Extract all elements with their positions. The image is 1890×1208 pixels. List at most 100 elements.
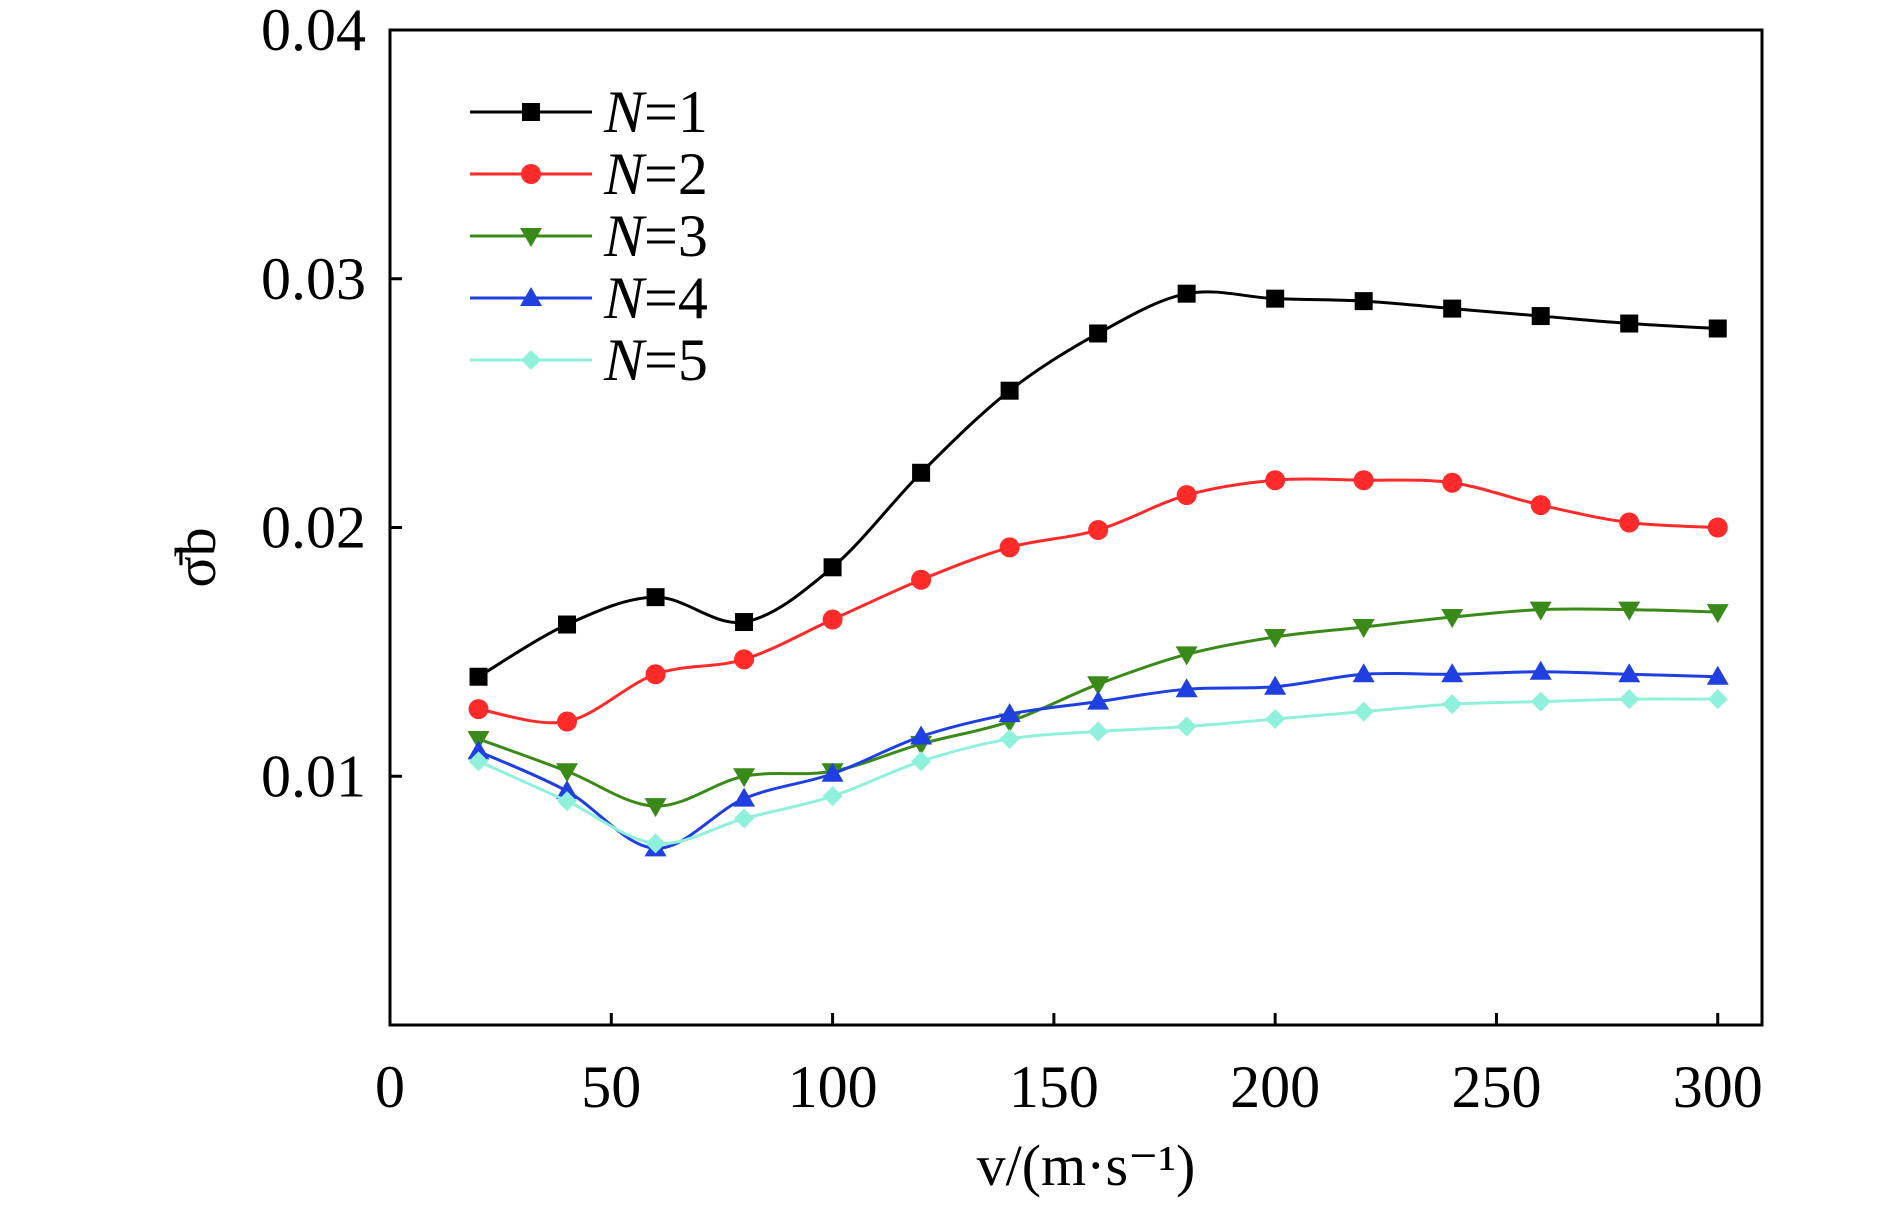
x-axis-title: v/(m·s⁻¹)	[977, 1133, 1196, 1198]
data-point	[1529, 601, 1552, 621]
data-point	[1706, 665, 1729, 685]
legend-item: N=1	[470, 79, 708, 145]
data-point	[556, 763, 579, 783]
data-point	[1442, 472, 1463, 493]
series-line	[477, 290, 1718, 679]
data-point	[1530, 495, 1551, 516]
legend-item: N=4	[470, 265, 708, 331]
legend-label: N=1	[603, 79, 708, 145]
legend-marker	[521, 350, 541, 370]
data-point	[1352, 619, 1375, 638]
legend-item: N=5	[470, 327, 708, 393]
data-point	[1087, 690, 1110, 710]
y-tick-label: 0.04	[261, 0, 366, 63]
data-point	[1442, 694, 1463, 715]
data-point	[1619, 689, 1640, 710]
x-tick-label: 300	[1673, 1054, 1763, 1120]
series-1	[469, 284, 1727, 686]
data-point	[734, 649, 755, 670]
data-point	[1087, 676, 1110, 696]
data-point	[1176, 485, 1197, 506]
data-point	[733, 787, 756, 807]
data-point	[646, 588, 665, 607]
data-point	[1265, 709, 1286, 730]
data-point	[1353, 701, 1374, 722]
x-tick-label: 250	[1451, 1054, 1541, 1120]
data-point	[1175, 678, 1198, 698]
legend-label: N=4	[603, 265, 708, 331]
data-point	[558, 615, 577, 634]
y-tick-label: 0.01	[261, 743, 366, 809]
y-tick-label: 0.02	[261, 495, 366, 561]
legend-marker	[520, 228, 542, 247]
data-point	[1531, 307, 1550, 326]
data-point	[556, 780, 579, 800]
data-point	[1354, 292, 1373, 311]
x-tick-label: 50	[581, 1054, 641, 1120]
data-point	[1353, 470, 1374, 491]
data-point	[999, 537, 1020, 558]
data-point	[1088, 721, 1109, 742]
data-point	[734, 808, 755, 829]
data-point	[1264, 675, 1287, 695]
legend-marker	[521, 164, 541, 184]
data-point	[1529, 660, 1552, 680]
data-point	[1706, 604, 1729, 624]
data-point	[1266, 289, 1285, 308]
data-point	[1618, 663, 1641, 683]
data-point	[1000, 381, 1019, 400]
legend-label: N=2	[603, 141, 708, 207]
x-tick-label: 200	[1230, 1054, 1320, 1120]
data-point	[1177, 284, 1196, 303]
data-point	[469, 667, 488, 686]
axes: 0 50 100 150 200 250 300 0.01 0.02 0.03 0.04 v/(m·s…	[163, 0, 1764, 1198]
data-point	[1088, 519, 1109, 540]
data-point	[1619, 512, 1640, 533]
data-point	[910, 725, 933, 745]
plot-area	[467, 284, 1729, 857]
x-tick-label: 0	[375, 1054, 405, 1120]
x-tick-label: 100	[788, 1054, 878, 1120]
data-point	[735, 613, 754, 632]
series-2	[468, 470, 1728, 732]
series-3	[467, 601, 1729, 818]
data-point	[998, 703, 1021, 723]
data-point	[468, 699, 489, 720]
data-point	[1175, 646, 1198, 666]
series-4	[467, 660, 1729, 857]
data-point	[1441, 609, 1464, 629]
data-point	[1265, 470, 1286, 491]
legend-item: N=3	[470, 203, 708, 269]
series-line	[477, 697, 1718, 846]
legend-marker	[520, 287, 542, 306]
legend-label: N=3	[603, 203, 708, 269]
data-point	[822, 609, 843, 630]
data-point	[645, 664, 666, 685]
data-point	[999, 728, 1020, 749]
data-point	[822, 786, 843, 807]
data-point	[912, 463, 931, 482]
data-point	[911, 569, 932, 590]
legend-item: N=2	[470, 141, 708, 207]
x-tick-label: 150	[1009, 1054, 1099, 1120]
data-point	[1708, 319, 1727, 338]
data-point	[823, 558, 842, 577]
data-point	[1530, 691, 1551, 712]
legend-label: N=5	[603, 327, 708, 393]
legend-marker	[522, 103, 540, 121]
data-point	[644, 798, 667, 818]
data-point	[1264, 628, 1287, 648]
legend: N=1N=2N=3N=4N=5	[470, 79, 708, 393]
plot-frame	[388, 28, 1764, 1027]
data-point	[645, 833, 666, 854]
data-point	[557, 711, 578, 732]
data-point	[1707, 689, 1728, 710]
data-point	[1707, 517, 1728, 538]
data-point	[1089, 324, 1108, 343]
data-point	[911, 751, 932, 772]
y-axis-title: σ̄b	[163, 527, 228, 587]
y-tick-label: 0.03	[261, 246, 366, 312]
series-5	[468, 689, 1728, 854]
